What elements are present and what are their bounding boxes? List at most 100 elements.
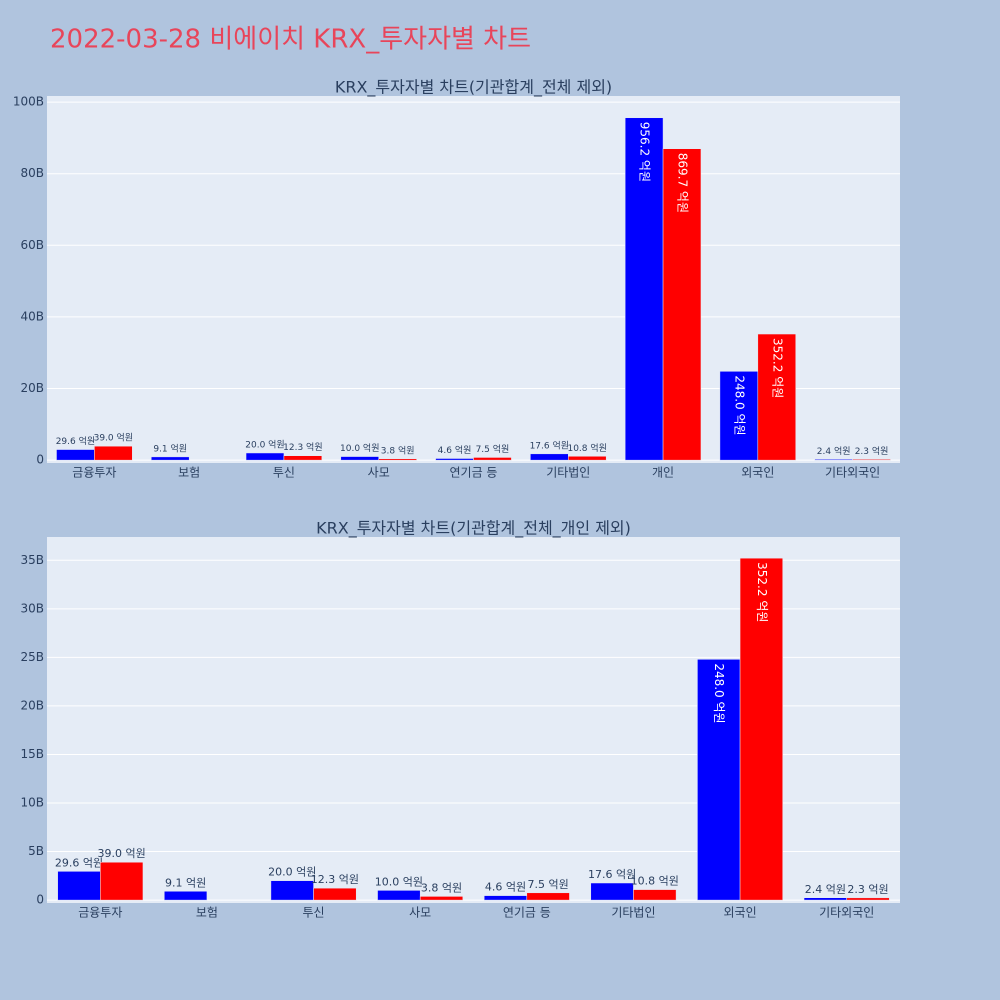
value-label: 352.2 억원 <box>755 562 769 622</box>
bar <box>739 557 783 901</box>
bar <box>846 897 890 901</box>
value-label: 10.0 억원 <box>375 875 423 888</box>
y-tick-label: 35B <box>20 553 44 567</box>
value-label: 29.6 억원 <box>56 435 95 447</box>
bar <box>245 452 285 461</box>
bar <box>151 456 190 461</box>
value-label: 2.4 억원 <box>817 445 851 457</box>
value-label: 20.0 억원 <box>268 866 316 879</box>
x-tick-label: 기타외국인 <box>819 906 874 920</box>
bar <box>852 459 891 461</box>
y-tick-label: 20B <box>20 698 44 712</box>
x-tick-label: 외국인 <box>741 466 774 480</box>
bar <box>757 333 796 461</box>
value-label: 29.6 억원 <box>55 856 103 869</box>
bar <box>419 896 464 901</box>
value-label: 12.3 억원 <box>311 873 359 886</box>
value-label: 3.8 억원 <box>381 444 415 456</box>
value-label: 2.3 억원 <box>847 883 888 896</box>
value-label: 10.8 억원 <box>631 875 679 888</box>
bar <box>473 457 512 461</box>
value-label: 17.6 억원 <box>588 868 636 881</box>
bar <box>530 453 569 461</box>
value-label: 20.0 억원 <box>245 438 284 450</box>
x-tick-label: 금융투자 <box>72 466 116 480</box>
y-tick-label: 100B <box>13 95 44 109</box>
value-label: 39.0 억원 <box>98 847 146 860</box>
x-tick-label: 개인 <box>652 466 674 480</box>
x-tick-label: 연기금 등 <box>450 466 498 480</box>
bar <box>568 456 607 461</box>
bar <box>270 880 314 901</box>
value-label: 17.6 억원 <box>530 439 569 451</box>
bar <box>526 892 570 901</box>
bar <box>378 458 417 461</box>
y-tick-label: 20B <box>20 381 44 395</box>
y-tick-label: 40B <box>20 309 44 323</box>
bar <box>483 895 528 901</box>
value-label: 2.4 억원 <box>805 883 846 896</box>
bar <box>377 890 421 901</box>
value-label: 3.8 억원 <box>421 881 462 894</box>
value-label: 4.6 억원 <box>438 444 472 456</box>
value-label: 7.5 억원 <box>476 443 510 455</box>
x-tick-label: 사모 <box>409 906 431 920</box>
chart-title: KRX_투자자별 차트(기관합계_전체 제외) <box>335 78 612 98</box>
x-tick-label: 투신 <box>273 466 295 480</box>
x-tick-label: 사모 <box>368 466 390 480</box>
y-tick-label: 30B <box>20 601 44 615</box>
x-tick-label: 보험 <box>196 906 218 920</box>
value-label: 39.0 억원 <box>94 432 133 444</box>
value-label: 10.0 억원 <box>340 442 379 454</box>
value-label: 248.0 억원 <box>732 375 746 435</box>
y-tick-label: 15B <box>20 747 44 761</box>
x-tick-label: 보험 <box>178 466 200 480</box>
value-label: 10.8 억원 <box>567 442 606 454</box>
bar <box>624 117 664 461</box>
page-title: 2022-03-28 비에이치 KRX_투자자별 차트 <box>50 25 531 55</box>
bar <box>435 458 474 461</box>
x-tick-label: 기타법인 <box>611 906 655 920</box>
bar <box>340 456 379 461</box>
value-label: 12.3 억원 <box>283 441 322 453</box>
bar <box>590 882 634 901</box>
x-tick-label: 금융투자 <box>78 906 122 920</box>
chart-title: KRX_투자자별 차트(기관합계_전체_개인 제외) <box>316 519 631 539</box>
value-label: 9.1 억원 <box>165 876 206 889</box>
x-tick-label: 투신 <box>303 906 325 920</box>
bar <box>283 455 323 461</box>
value-label: 4.6 억원 <box>485 881 526 894</box>
y-tick-label: 80B <box>20 166 44 180</box>
bar <box>94 445 133 461</box>
value-label: 2.3 억원 <box>855 445 889 457</box>
bar <box>803 897 847 901</box>
y-tick-label: 10B <box>20 796 44 810</box>
value-label: 956.2 억원 <box>638 122 652 182</box>
y-tick-label: 0 <box>36 453 44 467</box>
value-label: 9.1 억원 <box>153 442 187 454</box>
bar <box>56 449 95 461</box>
x-tick-label: 외국인 <box>724 906 757 920</box>
bar <box>719 371 759 461</box>
bar <box>164 891 208 901</box>
x-tick-label: 기타외국인 <box>825 466 880 480</box>
bar <box>100 861 144 901</box>
x-tick-label: 연기금 등 <box>503 906 551 920</box>
bar <box>662 148 702 461</box>
value-label: 7.5 억원 <box>528 878 569 891</box>
y-tick-label: 60B <box>20 238 44 252</box>
bar <box>697 659 741 901</box>
value-label: 248.0 억원 <box>712 663 726 723</box>
bar <box>313 887 357 901</box>
bar <box>57 871 101 901</box>
bar <box>814 459 853 461</box>
value-label: 869.7 억원 <box>676 153 690 213</box>
y-tick-label: 0 <box>36 893 44 907</box>
y-tick-label: 5B <box>28 844 44 858</box>
x-tick-label: 기타법인 <box>546 466 590 480</box>
y-tick-label: 25B <box>20 650 44 664</box>
value-label: 352.2 억원 <box>770 338 784 398</box>
bar <box>633 889 677 901</box>
